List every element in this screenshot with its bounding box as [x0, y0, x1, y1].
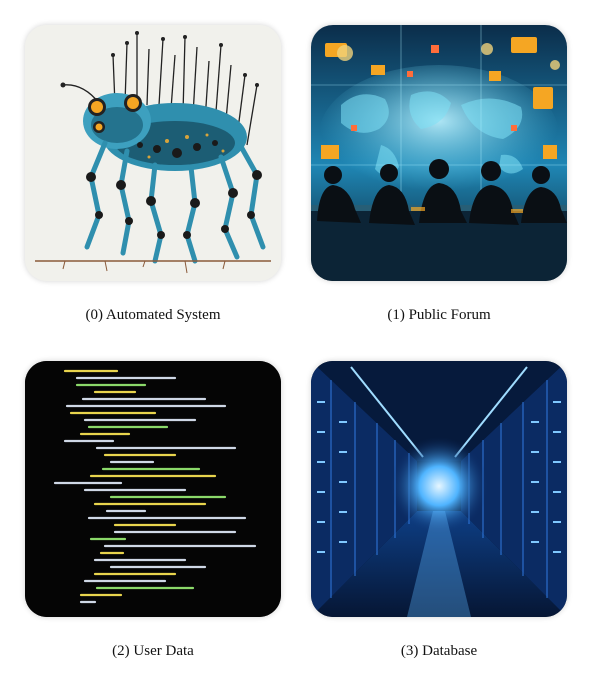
- caption-database: (3) Database: [400, 643, 478, 659]
- caption-user-data: (2) User Data: [112, 643, 194, 659]
- database-image: [311, 361, 567, 617]
- public-forum-image: [311, 25, 567, 281]
- user-data-image: [25, 361, 281, 617]
- server-corridor-illustration: [311, 361, 567, 617]
- people-at-world-map-illustration: [311, 25, 567, 281]
- automated-system-image: [25, 25, 281, 281]
- robot-illustration: [25, 25, 281, 281]
- caption-automated-system: (0) Automated System: [85, 307, 221, 323]
- code-terminal-illustration: [25, 361, 281, 617]
- caption-public-forum: (1) Public Forum: [387, 307, 491, 323]
